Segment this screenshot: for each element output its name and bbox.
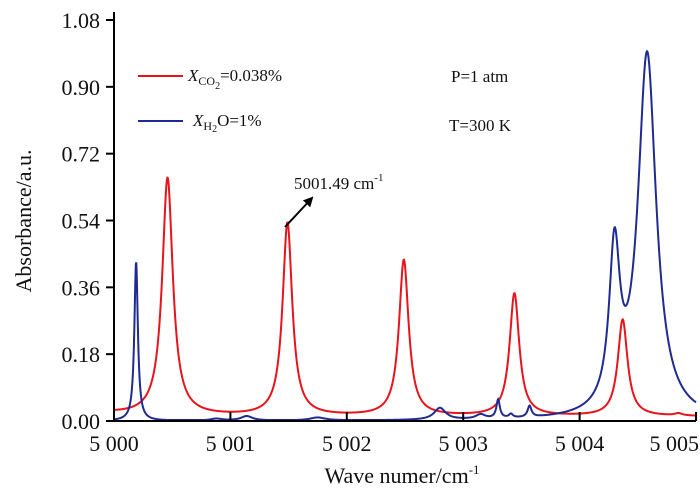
y-tick-label: 0.90	[62, 75, 101, 100]
legend-label-h2o: XH2O=1%	[192, 111, 262, 135]
legend-h2o-var: X	[192, 111, 204, 130]
y-tick-label: 0.18	[62, 342, 101, 367]
legend-label-co2: XCO2=0.038%	[187, 66, 282, 92]
legend-co2-rest: =0.038%	[220, 66, 282, 85]
annotation-peak-sup: -1	[374, 172, 383, 184]
y-tick-label: 0.36	[62, 275, 101, 300]
x-tick-label: 5 001	[206, 431, 256, 456]
annotation-peak-label: 5001.49 cm-1	[294, 172, 383, 193]
y-tick-label: 1.08	[62, 8, 101, 33]
annotation-peak-main: 5001.49 cm	[294, 174, 374, 193]
legend-co2-sub: CO	[198, 74, 215, 88]
series-line-h2o	[113, 49, 697, 421]
y-tick-label: 0.72	[62, 142, 101, 167]
x-tick-label: 5 000	[89, 431, 139, 456]
legend: XCO2=0.038% XH2O=1%	[138, 66, 282, 135]
x-tick-label: 5 004	[555, 431, 605, 456]
y-tick-label: 0.00	[62, 409, 101, 434]
x-tick-label: 5 002	[322, 431, 372, 456]
x-axis-title-main: Wave numer/cm	[324, 463, 468, 488]
y-axis-title: Absorbance/a.u.	[11, 150, 36, 293]
x-axis-title: Wave numer/cm-1	[324, 462, 479, 488]
y-tick-label: 0.54	[62, 209, 101, 234]
legend-h2o-sub2: 2	[212, 124, 217, 135]
x-tick-label: 5 003	[438, 431, 488, 456]
x-ticks: 5 000 5 001 5 002 5 003 5 004 5 005	[89, 412, 699, 456]
annotation-arrow	[284, 196, 314, 228]
series-line-co2	[113, 176, 697, 417]
legend-co2-sub2: 2	[215, 81, 220, 92]
legend-h2o-sub: H	[203, 119, 212, 133]
legend-co2-var: X	[187, 66, 199, 85]
annotation-pressure: P=1 atm	[451, 67, 508, 86]
axes	[113, 12, 696, 422]
y-ticks: 0.00 0.18 0.36 0.54 0.72 0.90 1.08	[62, 8, 114, 434]
x-tick-label: 5 005	[650, 431, 700, 456]
annotation-temperature: T=300 K	[449, 116, 512, 135]
series-layer	[113, 49, 697, 421]
legend-h2o-rest: O=1%	[217, 111, 262, 130]
x-axis-title-sup: -1	[469, 462, 480, 477]
